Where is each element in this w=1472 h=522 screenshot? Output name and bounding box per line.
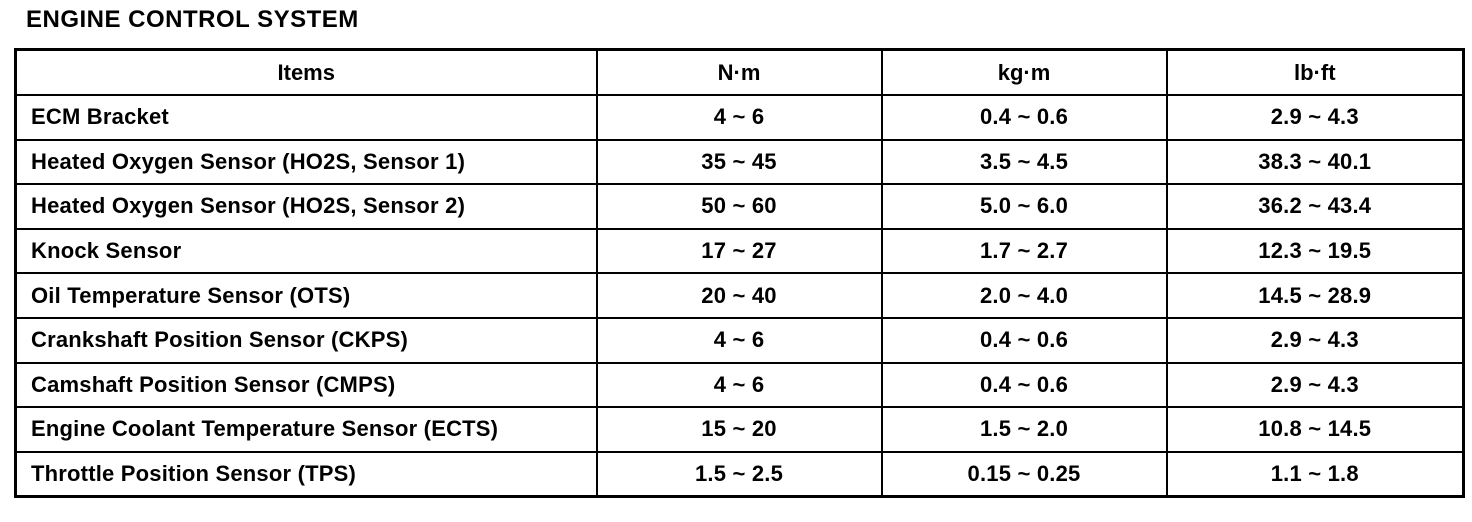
item-name: Knock Sensor [14,227,598,275]
table-row: Crankshaft Position Sensor (CKPS) 4 ~ 6 … [14,316,1465,364]
column-header-items: Items [14,48,598,96]
column-header-kgm: kg·m [880,48,1168,96]
item-name: Crankshaft Position Sensor (CKPS) [14,316,598,364]
lbft-value: 10.8 ~ 14.5 [1165,406,1465,453]
item-name: Oil Temperature Sensor (OTS) [14,272,598,319]
table-row: Heated Oxygen Sensor (HO2S, Sensor 1) 35… [14,138,1465,186]
table-row: Knock Sensor 17 ~ 27 1.7 ~ 2.7 12.3 ~ 19… [14,227,1465,275]
item-name: ECM Bracket [14,94,598,141]
nm-value: 1.5 ~ 2.5 [595,450,883,498]
item-name: Throttle Position Sensor (TPS) [14,450,598,498]
nm-value: 35 ~ 45 [595,138,883,186]
item-name: Heated Oxygen Sensor (HO2S, Sensor 1) [14,138,598,186]
column-header-nm: N·m [595,48,883,96]
kgm-value: 5.0 ~ 6.0 [880,183,1168,230]
item-name: Engine Coolant Temperature Sensor (ECTS) [14,406,598,453]
table-row: Oil Temperature Sensor (OTS) 20 ~ 40 2.0… [14,272,1465,319]
lbft-value: 36.2 ~ 43.4 [1165,183,1465,230]
lbft-value: 38.3 ~ 40.1 [1165,138,1465,186]
item-name: Heated Oxygen Sensor (HO2S, Sensor 2) [14,183,598,230]
kgm-value: 2.0 ~ 4.0 [880,272,1168,319]
nm-value: 4 ~ 6 [595,361,883,409]
kgm-value: 0.4 ~ 0.6 [880,94,1168,141]
column-header-lbft: lb·ft [1165,48,1465,96]
kgm-value: 3.5 ~ 4.5 [880,138,1168,186]
nm-value: 15 ~ 20 [595,406,883,453]
nm-value: 20 ~ 40 [595,272,883,319]
lbft-value: 14.5 ~ 28.9 [1165,272,1465,319]
table-row: ECM Bracket 4 ~ 6 0.4 ~ 0.6 2.9 ~ 4.3 [14,94,1465,141]
kgm-value: 1.7 ~ 2.7 [880,227,1168,275]
kgm-value: 0.15 ~ 0.25 [880,450,1168,498]
table-row: Throttle Position Sensor (TPS) 1.5 ~ 2.5… [14,450,1465,498]
table-header-row: Items N·m kg·m lb·ft [14,48,1465,96]
nm-value: 50 ~ 60 [595,183,883,230]
nm-value: 17 ~ 27 [595,227,883,275]
lbft-value: 12.3 ~ 19.5 [1165,227,1465,275]
page-title: ENGINE CONTROL SYSTEM [26,6,359,33]
kgm-value: 0.4 ~ 0.6 [880,361,1168,409]
lbft-value: 2.9 ~ 4.3 [1165,94,1465,141]
kgm-value: 0.4 ~ 0.6 [880,316,1168,364]
nm-value: 4 ~ 6 [595,94,883,141]
nm-value: 4 ~ 6 [595,316,883,364]
lbft-value: 2.9 ~ 4.3 [1165,316,1465,364]
kgm-value: 1.5 ~ 2.0 [880,406,1168,453]
lbft-value: 1.1 ~ 1.8 [1165,450,1465,498]
table-row: Engine Coolant Temperature Sensor (ECTS)… [14,406,1465,453]
table-row: Heated Oxygen Sensor (HO2S, Sensor 2) 50… [14,183,1465,230]
lbft-value: 2.9 ~ 4.3 [1165,361,1465,409]
table-row: Camshaft Position Sensor (CMPS) 4 ~ 6 0.… [14,361,1465,409]
torque-spec-table: Items N·m kg·m lb·ft ECM Bracket 4 ~ 6 0… [14,48,1465,499]
item-name: Camshaft Position Sensor (CMPS) [14,361,598,409]
